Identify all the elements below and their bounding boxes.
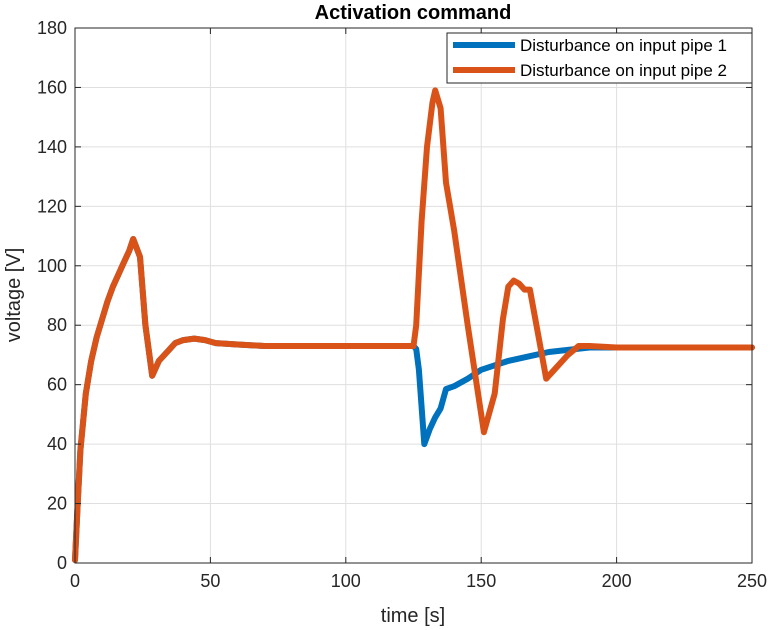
legend-label-pipe-2: Disturbance on input pipe 2	[520, 61, 727, 80]
series-line-pipe-2	[72, 87, 755, 563]
x-axis-ticks: 0 50 100 150 200 250	[70, 28, 767, 591]
y-axis-ticks: 0 20 40 60 80 100 120 140 160 180	[37, 18, 752, 573]
y-tick-label: 80	[47, 315, 67, 335]
x-tick-label: 200	[602, 571, 632, 591]
y-tick-label: 40	[47, 434, 67, 454]
y-tick-label: 140	[37, 137, 67, 157]
x-tick-label: 50	[200, 571, 220, 591]
x-axis-label: time [s]	[381, 605, 445, 627]
legend-box	[446, 32, 753, 84]
x-tick-label: 150	[466, 571, 496, 591]
y-tick-label: 100	[37, 256, 67, 276]
series-layer	[72, 87, 755, 563]
y-tick-label: 120	[37, 196, 67, 216]
x-tick-label: 100	[331, 571, 361, 591]
y-tick-label: 0	[57, 553, 67, 573]
chart-title: Activation command	[315, 2, 512, 24]
x-tick-label: 250	[737, 571, 767, 591]
y-tick-label: 160	[37, 77, 67, 97]
y-axis-label: voltage [V]	[3, 248, 25, 343]
legend-label-pipe-1: Disturbance on input pipe 1	[520, 36, 727, 55]
legend: Disturbance on input pipe 1 Disturbance …	[446, 32, 753, 84]
plot-frame	[74, 27, 753, 564]
y-tick-label: 180	[37, 18, 67, 38]
plot-area	[75, 28, 752, 563]
x-tick-label: 0	[70, 571, 80, 591]
y-tick-label: 20	[47, 494, 67, 514]
y-tick-label: 60	[47, 375, 67, 395]
